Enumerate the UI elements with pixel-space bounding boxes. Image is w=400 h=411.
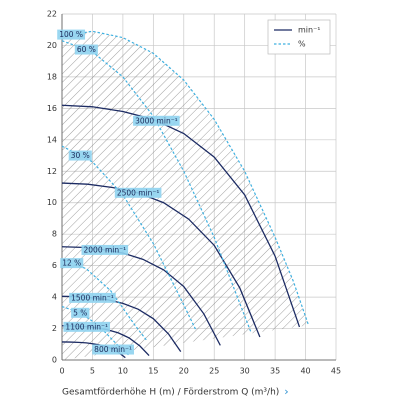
- speed-curve: [61, 182, 261, 338]
- speed-curve: [61, 104, 301, 328]
- y-tick-label: 12: [47, 167, 57, 176]
- curve-label: 60 %: [77, 45, 96, 54]
- curve-label-bg: [92, 344, 134, 355]
- curve-label-bg: [63, 321, 111, 332]
- x-tick-label: 45: [331, 367, 341, 376]
- curve-label: 2500 min⁻¹: [117, 188, 160, 197]
- curve-label-bg: [133, 115, 180, 126]
- y-tick-label: 2: [52, 324, 57, 333]
- curve-label-bg: [57, 29, 86, 40]
- y-tick-label: 10: [47, 198, 57, 207]
- x-tick-label: 30: [240, 367, 250, 376]
- x-tick-label: 40: [300, 367, 310, 376]
- curve-label-bg: [60, 258, 84, 269]
- curve-label-bg: [114, 187, 162, 198]
- curve-label: 3000 min⁻¹: [135, 116, 178, 125]
- y-tick-label: 0: [52, 356, 57, 365]
- y-tick-label: 6: [52, 261, 57, 270]
- x-axis-arrow[interactable]: ›: [284, 385, 288, 398]
- curve-label: 1500 min⁻¹: [71, 293, 114, 302]
- x-tick-label: 20: [179, 367, 189, 376]
- y-tick-label: 16: [47, 104, 57, 113]
- curve-label: 2000 min⁻¹: [84, 245, 127, 254]
- operating-area: [62, 31, 309, 361]
- efficiency-curve: [61, 258, 148, 342]
- curve-label-bg: [74, 44, 98, 55]
- curve-label: 12 %: [62, 259, 81, 268]
- efficiency-curve: [61, 30, 310, 326]
- x-tick-label: 5: [90, 367, 95, 376]
- curve-label-bg: [81, 244, 129, 255]
- y-tick-label: 18: [47, 72, 57, 81]
- x-tick-label: 25: [209, 367, 219, 376]
- curve-label: 5 %: [73, 308, 87, 317]
- y-tick-label: 14: [47, 135, 57, 144]
- x-tick-label: 0: [59, 367, 64, 376]
- curve-label: 30 %: [71, 151, 90, 160]
- x-tick-label: 10: [118, 367, 128, 376]
- legend-label: min⁻¹: [298, 26, 321, 35]
- efficiency-curve: [61, 40, 252, 332]
- curve-label-bg: [71, 307, 90, 318]
- y-tick-label: 4: [52, 293, 57, 302]
- curve-label-bg: [69, 292, 116, 303]
- curve-label: 800 min⁻¹: [94, 345, 132, 354]
- x-tick-label: 15: [148, 367, 158, 376]
- curve-label-bg: [68, 150, 92, 161]
- curve-label: 1100 min⁻¹: [65, 322, 108, 331]
- y-tick-label: 8: [52, 230, 57, 239]
- y-tick-label: 20: [47, 41, 57, 50]
- x-tick-label: 35: [270, 367, 280, 376]
- y-tick-label: 22: [47, 10, 57, 19]
- x-axis-label: Gesamtförderhöhe H (m) / Förderstrom Q (…: [62, 388, 279, 398]
- legend-box: [267, 19, 331, 55]
- curve-label: 100 %: [59, 30, 83, 39]
- legend-label: %: [298, 40, 306, 49]
